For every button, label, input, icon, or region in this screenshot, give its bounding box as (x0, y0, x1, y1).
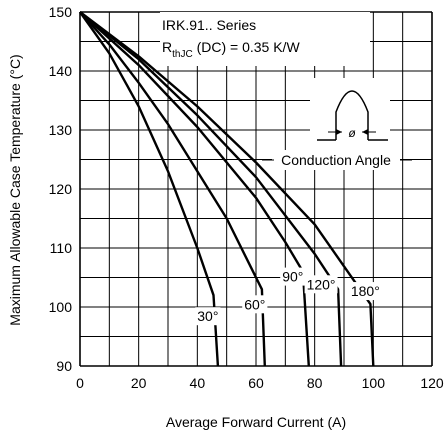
series-label-bg (195, 307, 221, 326)
series-line (79, 11, 266, 367)
series-labels: 30° 60° 90° 120° 180° (195, 267, 382, 326)
annotation-background (160, 12, 370, 66)
x-axis-label: Average Forward Current (A) (166, 414, 346, 430)
y-tick-label: 110 (50, 240, 73, 256)
conduction-angle-label-bg (272, 150, 400, 170)
y-tick-label: 120 (49, 181, 73, 197)
series-label: 30° (197, 308, 218, 324)
phi-symbol: ø (348, 126, 356, 140)
y-axis-label: Maximum Allowable Case Temperature (°C) (7, 54, 23, 325)
conduction-angle-label: Conduction Angle (281, 152, 391, 168)
x-tick-label: 0 (76, 375, 84, 391)
y-tick-label: 130 (49, 122, 73, 138)
x-tick-label: 20 (131, 375, 147, 391)
rth-subscript: thJC (172, 49, 193, 60)
series-label: 90° (282, 269, 303, 285)
x-tick-label: 40 (190, 375, 206, 391)
series-line (79, 11, 343, 367)
series-label: 60° (244, 296, 265, 312)
x-tick-label: 100 (362, 375, 386, 391)
series-label: 180° (351, 283, 380, 299)
series-label-bg (304, 275, 338, 294)
tick-labels: 0 20 40 60 80 100 120 90 100 110 120 130 140 150 (49, 4, 444, 391)
thermal-resistance-label: RthJC (DC) = 0.35 K/W (162, 39, 300, 60)
series-label-bg (242, 295, 268, 314)
y-tick-label: 100 (49, 299, 73, 315)
y-tick-label: 150 (49, 4, 73, 20)
x-tick-label: 60 (248, 375, 264, 391)
rth-main: R (162, 39, 172, 55)
series-label: 120° (307, 276, 336, 292)
series-line (79, 11, 375, 367)
series-line (79, 11, 220, 367)
series-label-bg (280, 267, 306, 286)
y-tick-label: 90 (56, 358, 72, 374)
series-title: IRK.91.. Series (162, 17, 256, 33)
x-tick-label: 80 (307, 375, 323, 391)
conduction-angle-waveform-icon: ø (310, 78, 390, 153)
series-label-bg (348, 282, 382, 301)
y-tick-label: 140 (49, 63, 73, 79)
rth-value: (DC) = 0.35 K/W (193, 39, 301, 55)
x-tick-label: 120 (420, 375, 444, 391)
